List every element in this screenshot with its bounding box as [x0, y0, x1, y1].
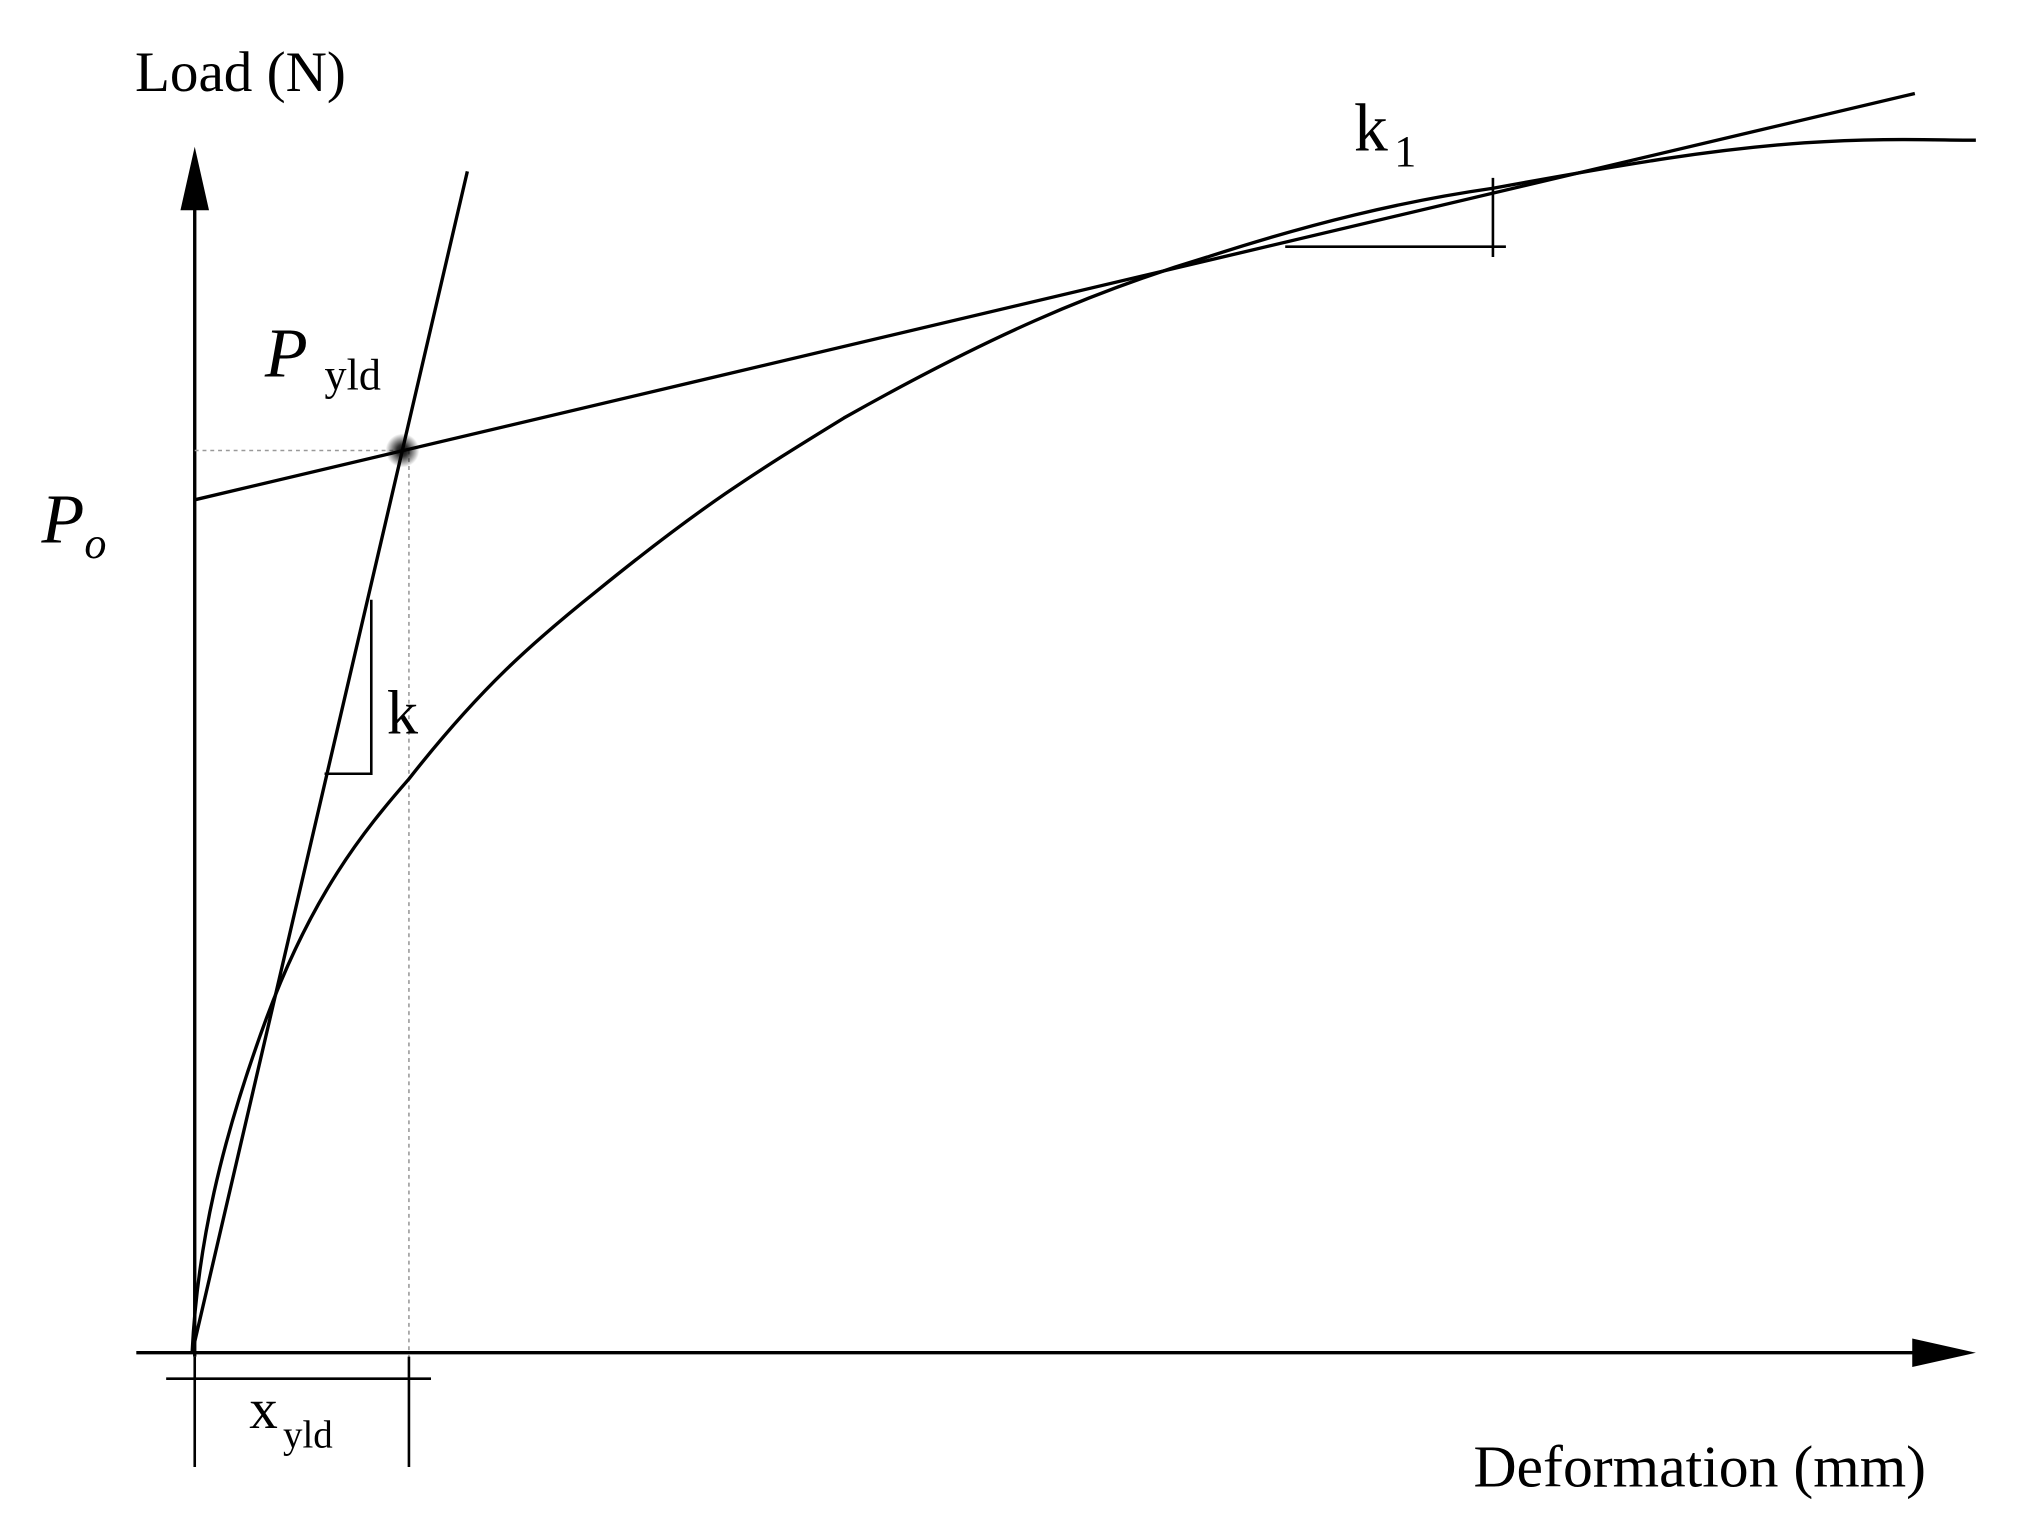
x-axis-label: Deformation (mm): [1473, 1433, 1926, 1499]
x-yld-main: x: [249, 1378, 278, 1441]
k-slope-triangle: [324, 599, 373, 776]
initial-stiffness-line: [190, 170, 469, 1354]
x-axis-arrow: [1912, 1338, 1976, 1368]
secondary-stiffness-line: [194, 91, 1916, 502]
p-yld-sub: yld: [325, 350, 381, 399]
load-curve: [190, 137, 1976, 1353]
x-yld-sub: yld: [283, 1414, 333, 1457]
p-yld-main: P: [264, 315, 308, 392]
y-axis-label: Load (N): [135, 41, 346, 104]
y-axis-arrow: [180, 146, 210, 211]
k1-main: k: [1354, 91, 1388, 166]
k-label: k: [387, 678, 419, 747]
yield-point: [385, 433, 420, 468]
p-o-sub: o: [84, 519, 106, 568]
p-o-main: P: [41, 482, 85, 559]
k1-sub: 1: [1394, 127, 1416, 176]
